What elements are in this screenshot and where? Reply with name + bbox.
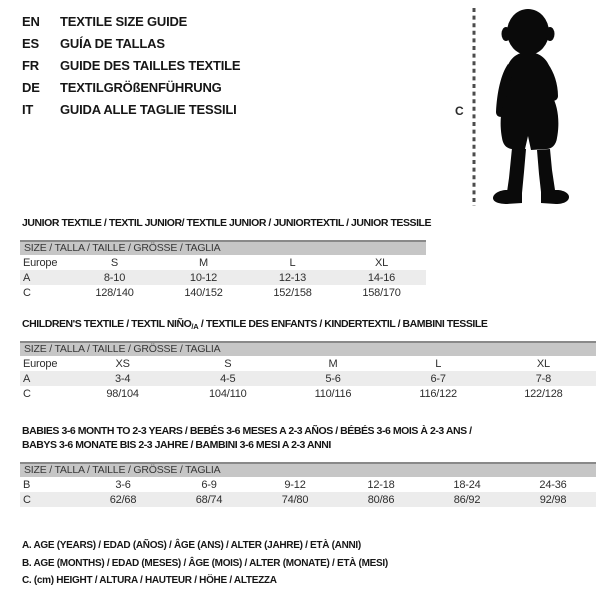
size-header-bar: SIZE / TALLA / TAILLE / GRÖSSE / TAGLIA xyxy=(20,462,596,477)
size-cell: 122/128 xyxy=(524,387,563,400)
table-row: C 98/104 104/110 110/116 116/122 122/128 xyxy=(20,386,596,401)
size-cell: 80/86 xyxy=(367,493,395,506)
size-cell: 104/110 xyxy=(209,387,247,400)
size-cell: L xyxy=(289,256,296,269)
title-subscript: /A xyxy=(191,322,199,331)
children-table: Europe XS S M L XL A 3-4 4-5 5-6 6-7 7-8… xyxy=(20,356,596,401)
size-cell: 24-36 xyxy=(539,478,567,491)
table-row: C 62/68 68/74 74/80 80/86 86/92 92/98 xyxy=(20,492,596,507)
language-row-de: DE TEXTILGRÖßENFÜHRUNG xyxy=(22,81,240,95)
size-cell: 3-6 xyxy=(115,478,131,491)
section-title-children: CHILDREN'S TEXTILE / TEXTIL NIÑO/A / TEX… xyxy=(22,317,488,334)
language-code: FR xyxy=(22,58,39,73)
size-cell: 10-12 xyxy=(189,271,218,284)
size-cell: 86/92 xyxy=(453,493,481,506)
table-row: A 8-10 10-12 12-13 14-16 xyxy=(20,270,426,285)
size-cell: 92/98 xyxy=(539,493,567,506)
table-row: B 3-6 6-9 9-12 12-18 18-24 24-36 xyxy=(20,477,596,492)
size-cell: 3-4 xyxy=(114,372,131,385)
language-code: DE xyxy=(22,80,40,95)
size-cell: 5-6 xyxy=(325,372,341,385)
size-cell: 7-8 xyxy=(535,372,552,385)
babies-table: B 3-6 6-9 9-12 12-18 18-24 24-36 C 62/68… xyxy=(20,477,596,507)
language-code: EN xyxy=(22,14,40,29)
size-cell: 110/116 xyxy=(314,387,352,400)
size-cell: 158/170 xyxy=(362,286,401,299)
language-row-it: IT GUIDA ALLE TAGLIE TESSILI xyxy=(22,103,240,117)
language-title-list: EN TEXTILE SIZE GUIDE ES GUÍA DE TALLAS … xyxy=(22,15,241,125)
size-cell: 62/68 xyxy=(109,493,137,506)
row-label: C xyxy=(23,286,31,299)
size-cell: L xyxy=(435,357,442,370)
size-table-junior: SIZE / TALLA / TAILLE / GRÖSSE / TAGLIA … xyxy=(20,240,426,300)
row-label: A xyxy=(23,271,31,284)
size-cell: 12-18 xyxy=(367,478,395,491)
size-cell: M xyxy=(328,357,338,370)
language-title: GUIDE DES TAILLES TEXTILE xyxy=(60,58,241,73)
language-code: ES xyxy=(22,36,39,51)
language-title: TEXTILE SIZE GUIDE xyxy=(60,14,188,29)
size-cell: 140/152 xyxy=(184,286,223,299)
size-cell: 68/74 xyxy=(195,493,223,506)
size-header-text: SIZE / TALLA / TAILLE / GRÖSSE / TAGLIA xyxy=(24,343,221,355)
size-cell: 6-9 xyxy=(201,478,217,491)
legend-line-a: A. AGE (YEARS) / EDAD (AÑOS) / ÂGE (ANS)… xyxy=(22,540,361,551)
size-cell: S xyxy=(224,357,232,370)
row-label: Europe xyxy=(23,357,58,370)
size-cell: 9-12 xyxy=(284,478,306,491)
language-row-fr: FR GUIDE DES TAILLES TEXTILE xyxy=(22,58,241,73)
size-cell: 14-16 xyxy=(367,271,396,284)
language-title: GUÍA DE TALLAS xyxy=(60,36,165,51)
size-table-babies: SIZE / TALLA / TAILLE / GRÖSSE / TAGLIA … xyxy=(20,462,596,507)
size-table-children: SIZE / TALLA / TAILLE / GRÖSSE / TAGLIA … xyxy=(20,341,596,401)
height-measure-dashed-line xyxy=(472,8,476,206)
size-cell: 74/80 xyxy=(281,493,309,506)
title-text: CHILDREN'S TEXTILE / TEXTIL NIÑO xyxy=(22,318,192,330)
size-cell: 128/140 xyxy=(95,286,134,299)
size-cell: XL xyxy=(536,357,550,370)
size-cell: 4-5 xyxy=(220,372,236,385)
title-text: / TEXTILE DES ENFANTS / KINDERTEXTIL / B… xyxy=(198,318,488,330)
legend-line-b: B. AGE (MONTHS) / EDAD (MESES) / ÂGE (MO… xyxy=(22,557,388,569)
row-label: A xyxy=(23,372,31,385)
language-row-es: ES GUÍA DE TALLAS xyxy=(22,37,240,51)
size-cell: XS xyxy=(115,357,130,370)
size-header-bar: SIZE / TALLA / TAILLE / GRÖSSE / TAGLIA xyxy=(20,240,426,255)
size-header-text: SIZE / TALLA / TAILLE / GRÖSSE / TAGLIA xyxy=(24,242,221,254)
size-header-bar: SIZE / TALLA / TAILLE / GRÖSSE / TAGLIA xyxy=(20,341,596,356)
language-row-en: EN TEXTILE SIZE GUIDE xyxy=(22,15,240,29)
language-code: IT xyxy=(22,102,34,117)
row-label: B xyxy=(23,478,31,491)
measure-legend: A. AGE (YEARS) / EDAD (AÑOS) / ÂGE (ANS)… xyxy=(22,537,388,590)
height-measure-label: C xyxy=(455,104,464,118)
size-cell: 8-10 xyxy=(103,271,126,284)
table-row: C 128/140 140/152 152/158 158/170 xyxy=(20,285,426,300)
row-label: C xyxy=(23,387,31,400)
row-label: C xyxy=(23,493,31,506)
baby-silhouette-icon xyxy=(493,9,569,204)
size-cell: 98/104 xyxy=(106,387,139,400)
title-line-2: BABYS 3-6 MONATE BIS 2-3 JAHRE / BAMBINI… xyxy=(22,439,331,451)
table-row: A 3-4 4-5 5-6 6-7 7-8 xyxy=(20,371,596,386)
size-cell: 152/158 xyxy=(273,286,312,299)
table-row: Europe S M L XL xyxy=(20,255,426,270)
size-cell: XL xyxy=(374,256,389,269)
section-title-babies: BABIES 3-6 MONTH TO 2-3 YEARS / BEBÉS 3-… xyxy=(22,424,472,452)
size-cell: M xyxy=(199,256,208,269)
section-title-junior: JUNIOR TEXTILE / TEXTIL JUNIOR/ TEXTILE … xyxy=(22,217,432,229)
size-cell: 6-7 xyxy=(430,372,447,385)
size-cell: 12-13 xyxy=(278,271,307,284)
language-title: TEXTILGRÖßENFÜHRUNG xyxy=(60,80,222,95)
row-label: Europe xyxy=(23,256,58,269)
table-row: Europe XS S M L XL xyxy=(20,356,596,371)
language-title: GUIDA ALLE TAGLIE TESSILI xyxy=(60,102,237,117)
title-line-1: BABIES 3-6 MONTH TO 2-3 YEARS / BEBÉS 3-… xyxy=(22,425,472,437)
size-header-text: SIZE / TALLA / TAILLE / GRÖSSE / TAGLIA xyxy=(24,464,221,476)
size-cell: S xyxy=(110,256,119,269)
junior-table: Europe S M L XL A 8-10 10-12 12-13 14-16… xyxy=(20,255,426,300)
legend-line-c: C. (cm) HEIGHT / ALTURA / HAUTEUR / HÖHE… xyxy=(22,575,277,586)
size-cell: 116/122 xyxy=(419,387,457,400)
size-cell: 18-24 xyxy=(453,478,481,491)
